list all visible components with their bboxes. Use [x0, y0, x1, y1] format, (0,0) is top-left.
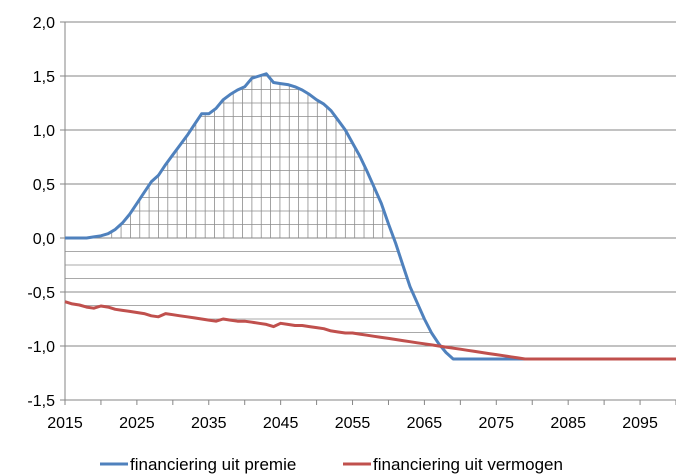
y-tick-label: -1,0	[27, 339, 55, 356]
axes	[60, 21, 676, 405]
y-tick-label: -0,5	[27, 285, 55, 302]
x-tick-label: 2025	[119, 415, 155, 432]
y-tick-label: -1,5	[27, 393, 55, 410]
series-lines	[64, 72, 676, 361]
series-line-premie	[65, 72, 676, 361]
x-tick-label: 2075	[478, 415, 514, 432]
x-tick-label: 2015	[47, 415, 83, 432]
x-tick-label: 2095	[622, 415, 658, 432]
legend-label-vermogen: financiering uit vermogen	[373, 455, 563, 474]
legend-label-premie: financiering uit premie	[130, 455, 296, 474]
tick-labels: 2,0 1,5 1,0 0,5 0,0 -0,5 -1,0 -1,5 2015 2025 2035 2…	[27, 15, 658, 432]
y-tick-label: 2,0	[33, 15, 55, 32]
series-line-vermogen	[64, 300, 676, 361]
legend: financiering uit premie financiering uit …	[100, 455, 563, 474]
hatch-area	[65, 75, 432, 333]
x-tick-label: 2065	[407, 415, 443, 432]
y-tick-label: 1,5	[33, 69, 55, 86]
x-tick-label: 2045	[263, 415, 299, 432]
y-tick-label: 0,5	[33, 177, 55, 194]
x-tick-label: 2035	[191, 415, 227, 432]
y-tick-label: 0,0	[33, 231, 55, 248]
y-tick-label: 1,0	[33, 123, 55, 140]
x-tick-label: 2085	[550, 415, 586, 432]
x-tick-label: 2055	[335, 415, 371, 432]
